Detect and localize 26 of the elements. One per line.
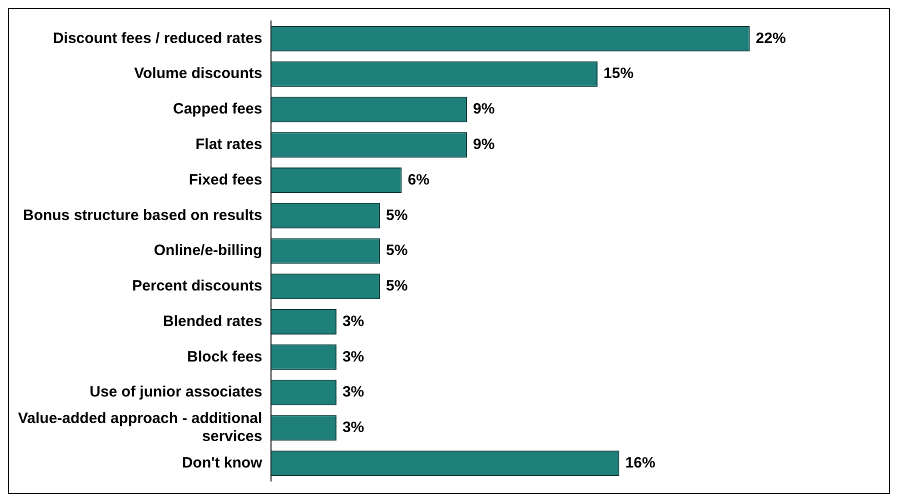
data-label: 3% <box>342 348 364 366</box>
data-label: 3% <box>342 419 364 436</box>
y-tick-label: Discount fees / reduced rates <box>52 30 262 47</box>
y-tick-label: Block fees <box>187 348 262 366</box>
data-label: 5% <box>386 278 408 295</box>
data-label: 16% <box>625 454 656 472</box>
y-tick-label: Use of junior associates <box>90 384 262 401</box>
data-label: 5% <box>386 242 408 260</box>
data-label: 15% <box>604 65 634 82</box>
y-tick-label: Bonus structure based on results <box>22 206 262 224</box>
data-label: 3% <box>342 384 364 401</box>
y-tick-label: Don't know <box>182 454 263 472</box>
y-tick-label: Volume discounts <box>134 65 262 82</box>
data-label: 5% <box>386 206 408 224</box>
y-tick-label: Value-added approach - additional services <box>18 410 262 446</box>
y-tick-label: Blended rates <box>163 312 262 330</box>
y-tick-label: Flat rates <box>196 136 262 153</box>
data-label: 9% <box>472 136 495 153</box>
data-label: 3% <box>342 312 364 330</box>
data-label: 9% <box>472 100 495 118</box>
y-tick-label: Percent discounts <box>132 278 262 295</box>
y-tick-label: Capped fees <box>173 100 262 118</box>
data-label: 22% <box>756 30 786 47</box>
y-tick-label: Online/e-billing <box>154 242 262 260</box>
y-tick-label: Fixed fees <box>188 171 262 188</box>
data-label: 6% <box>408 171 430 188</box>
